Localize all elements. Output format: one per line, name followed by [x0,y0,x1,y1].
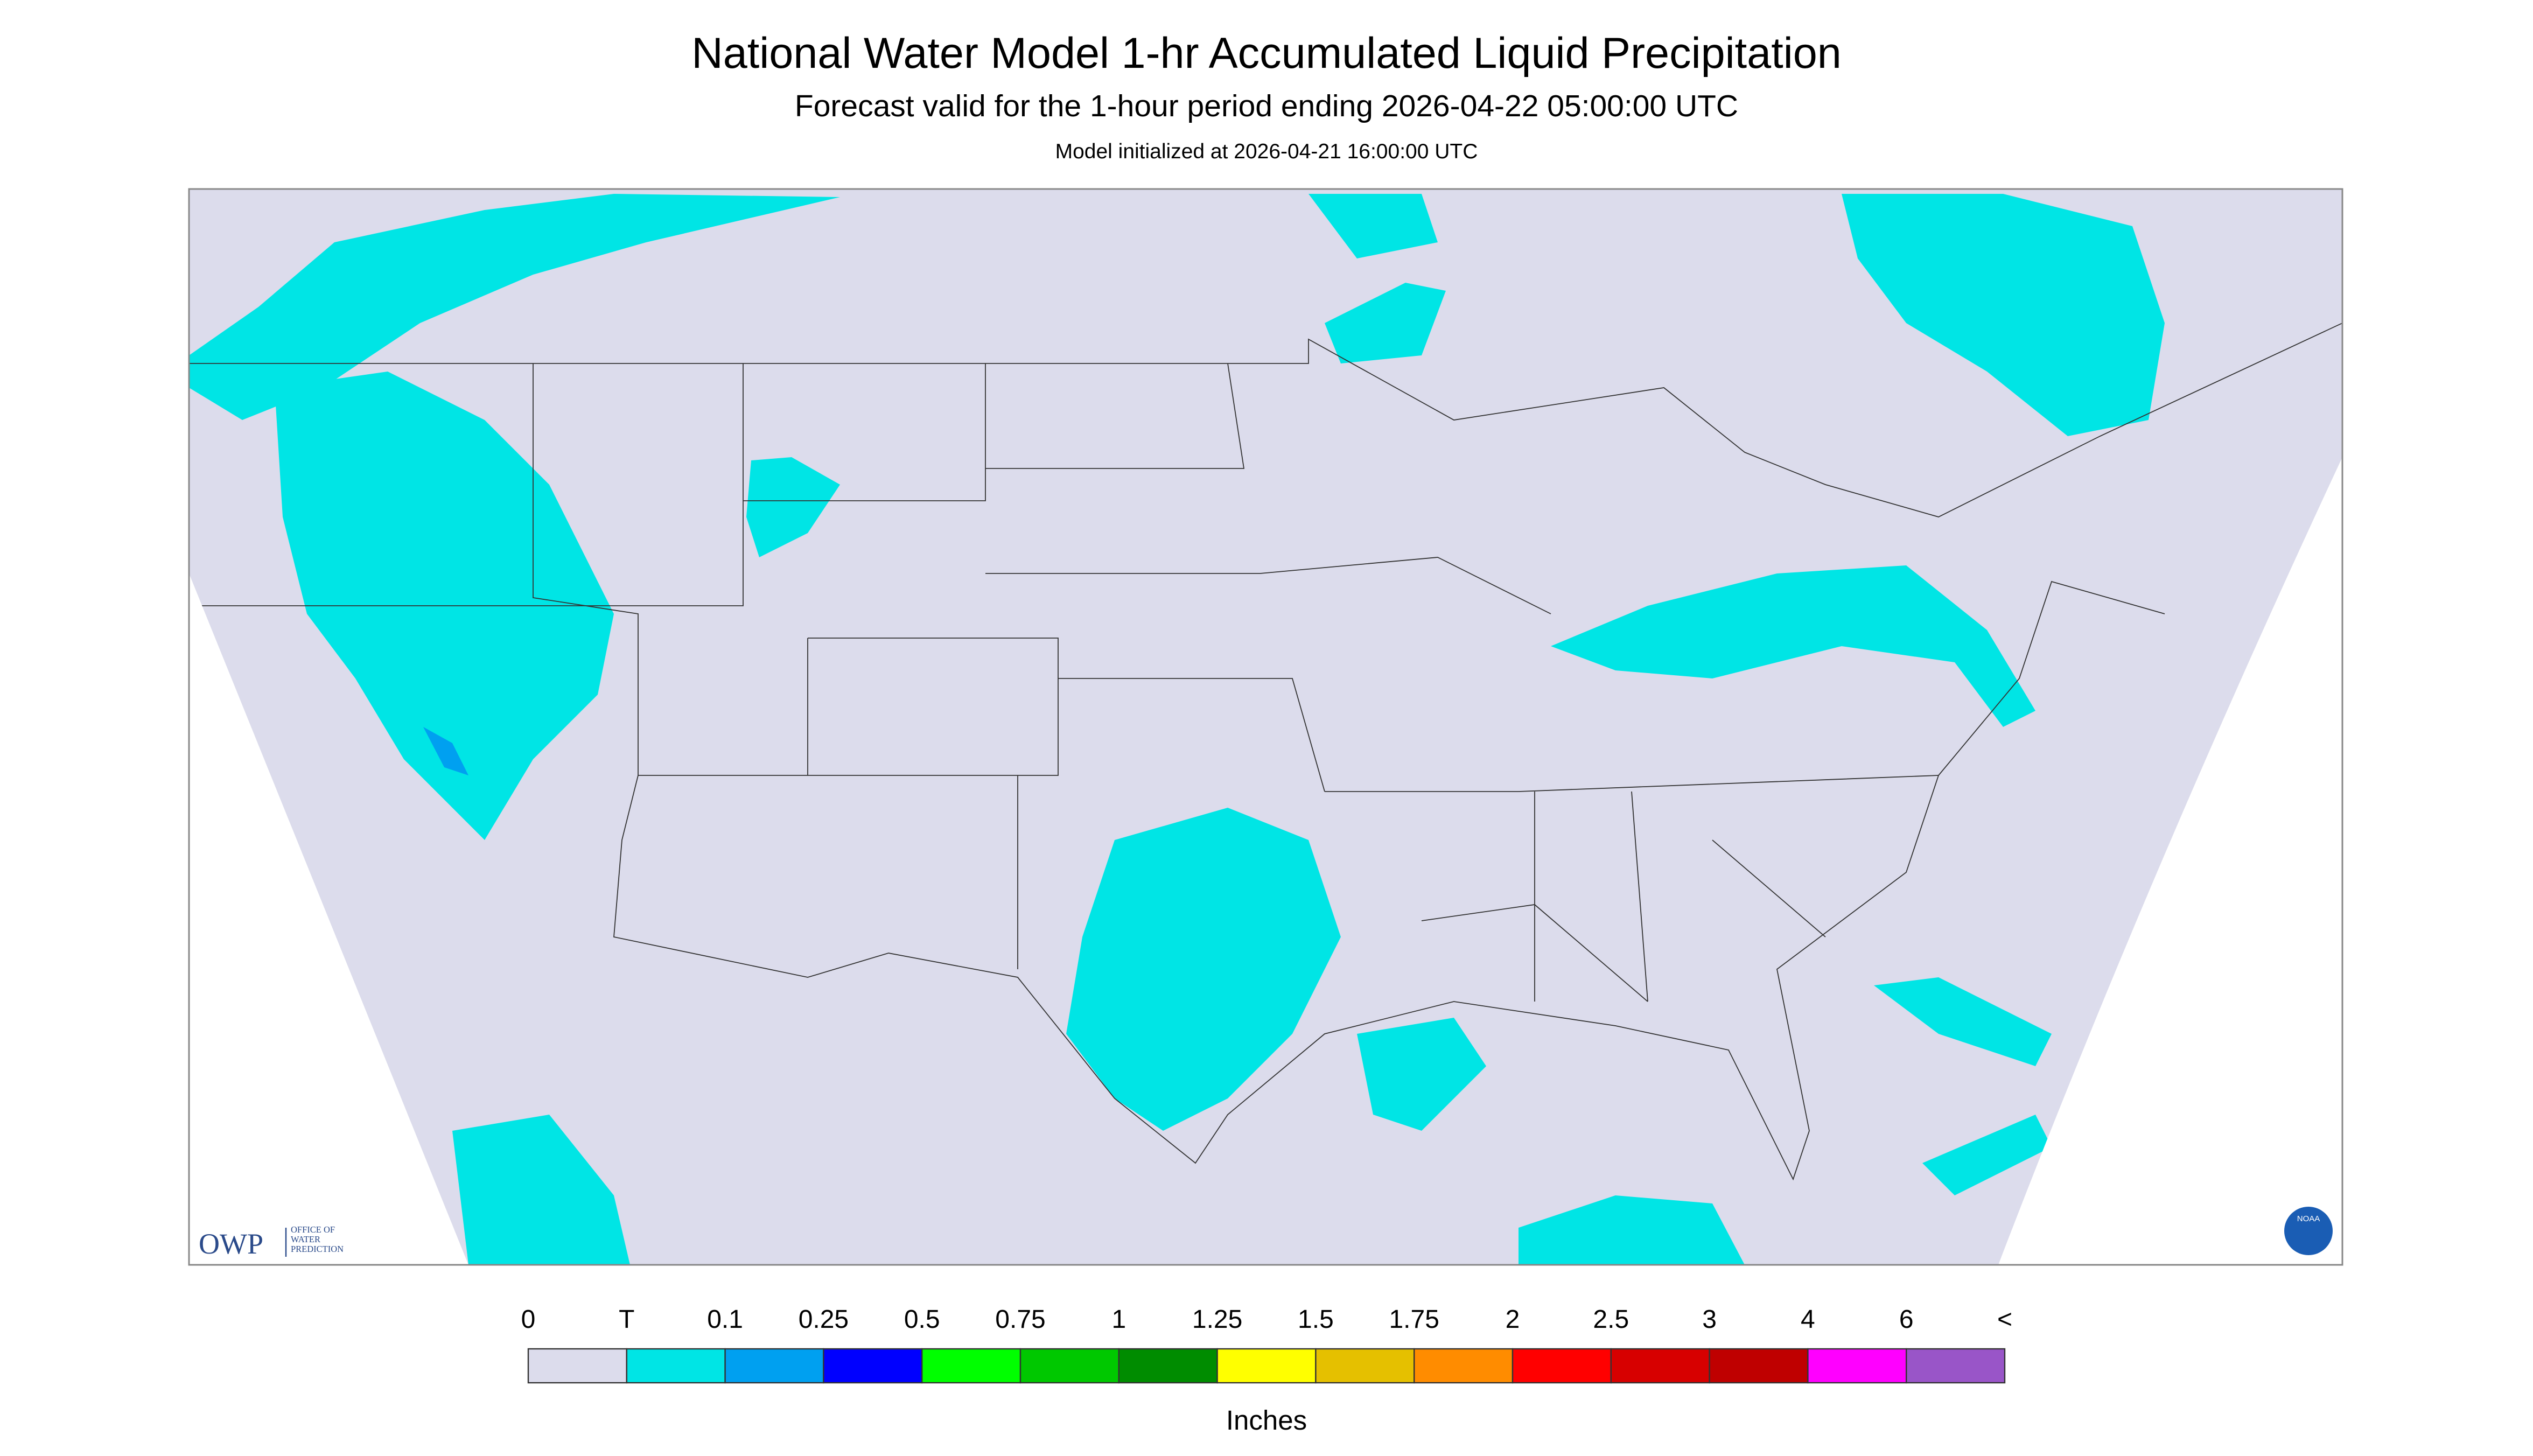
legend-swatch [1315,1348,1415,1384]
legend-swatch [921,1348,1021,1384]
legend-label: 0.1 [707,1305,743,1334]
legend-label: 1.25 [1192,1305,1242,1334]
legend-swatch [823,1348,923,1384]
legend-swatch [724,1348,824,1384]
subtitle: Forecast valid for the 1-hour period end… [795,89,1738,123]
legend: 0 T 0.1 0.25 0.5 0.75 1 1.25 1.5 1.75 2 2.5 3 4 6 < [521,1305,2012,1384]
legend-swatch [1905,1348,2006,1384]
map-frame [188,188,2343,1266]
legend-swatch [1019,1348,1120,1384]
legend-label: 3 [1702,1305,1717,1334]
legend-swatch [1216,1348,1317,1384]
legend-swatch [1118,1348,1218,1384]
legend-units: Inches [1226,1405,1307,1436]
owp-logo-line: PREDICTION [291,1244,344,1254]
outside-domain [1998,189,2342,1265]
owp-logo-line: OFFICE OF [291,1224,335,1235]
legend-swatch [527,1348,628,1384]
legend-label: 0.5 [904,1305,940,1334]
noaa-logo [2284,1207,2333,1256]
legend-label: < [1997,1305,2012,1334]
precip-areas [189,194,2165,1265]
legend-label: 1.5 [1298,1305,1334,1334]
outside-domain [189,189,468,1265]
boundaries [189,323,2342,1181]
legend-swatch [1414,1348,1514,1384]
legend-swatch [626,1348,726,1384]
legend-label: 4 [1801,1305,1815,1334]
legend-label: 0.25 [799,1305,849,1334]
legend-label: T [619,1305,634,1334]
legend-label: 1 [1111,1305,1126,1334]
noaa-logo-text: NOAA [2297,1214,2320,1223]
legend-label: 6 [1899,1305,1914,1334]
legend-label: 1.75 [1389,1305,1439,1334]
legend-swatch [1807,1348,1907,1384]
legend-label: 2 [1506,1305,1520,1334]
legend-swatch [1610,1348,1710,1384]
legend-swatch [1512,1348,1612,1384]
legend-label: 0.75 [995,1305,1045,1334]
owp-logo: OWP [199,1228,263,1260]
title: National Water Model 1-hr Accumulated Li… [691,29,1842,78]
legend-label: 2.5 [1593,1305,1629,1334]
legend-swatch [1709,1348,1809,1384]
init-time: Model initialized at 2026-04-21 16:00:00… [1055,140,1478,163]
owp-logo-line: WATER [291,1234,320,1244]
legend-label: 0 [521,1305,536,1334]
